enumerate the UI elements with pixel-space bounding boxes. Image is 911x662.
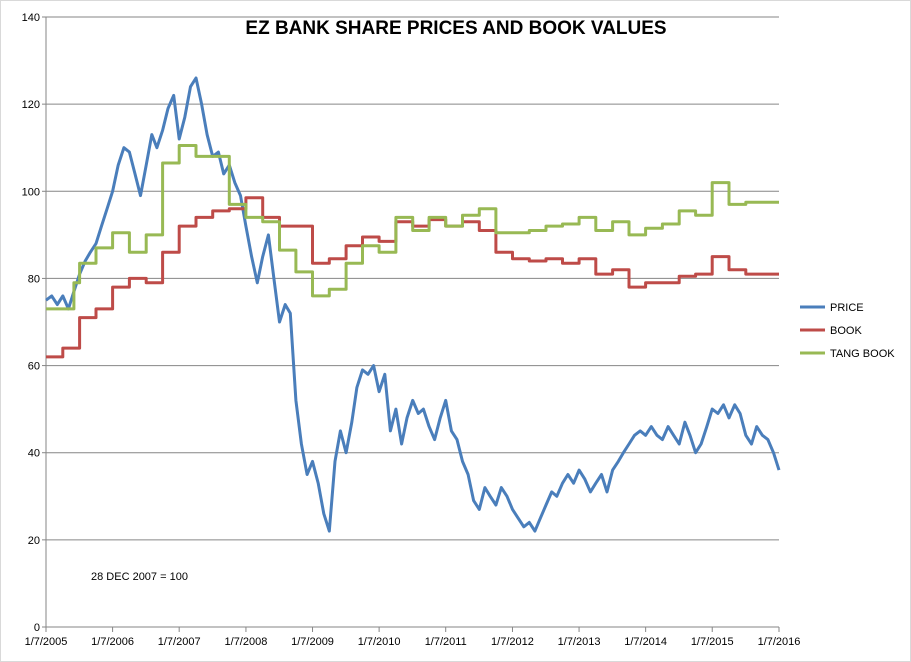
- legend-label-tang-book: TANG BOOK: [830, 348, 895, 360]
- x-tick-label: 1/7/2008: [225, 636, 268, 648]
- y-axis-ticks: 0 20 40 60 80 100 120 140: [22, 12, 46, 634]
- y-tick-label: 120: [22, 99, 40, 111]
- legend-label-price: PRICE: [830, 302, 864, 314]
- series-lines: [45, 76, 781, 533]
- legend-label-book: BOOK: [830, 325, 862, 337]
- x-tick-label: 1/7/2012: [491, 636, 534, 648]
- x-tick-label: 1/7/2011: [425, 636, 467, 648]
- y-tick-label: 140: [22, 12, 40, 24]
- x-tick-label: 1/7/2010: [358, 636, 401, 648]
- legend: PRICE BOOK TANG BOOK: [800, 302, 895, 360]
- y-tick-label: 100: [22, 186, 40, 198]
- gridlines: [46, 16, 779, 541]
- series-line-tang-book: [46, 144, 779, 311]
- y-tick-label: 20: [28, 535, 40, 547]
- x-tick-label: 1/7/2005: [25, 636, 68, 648]
- x-tick-label: 1/7/2013: [558, 636, 601, 648]
- series-line-price: [45, 76, 781, 533]
- x-tick-label: 1/7/2016: [758, 636, 801, 648]
- x-tick-label: 1/7/2014: [624, 636, 667, 648]
- x-tick-label: 1/7/2015: [691, 636, 734, 648]
- chart-annotation: 28 DEC 2007 = 100: [91, 571, 188, 583]
- y-tick-label: 0: [34, 622, 40, 634]
- x-tick-label: 1/7/2006: [91, 636, 134, 648]
- chart-title: EZ BANK SHARE PRICES AND BOOK VALUES: [245, 18, 666, 39]
- y-tick-label: 40: [28, 448, 40, 460]
- y-tick-label: 60: [28, 361, 40, 373]
- x-axis-ticks: 1/7/2005 1/7/2006 1/7/2007 1/7/2008 1/7/2009…: [25, 627, 801, 648]
- y-tick-label: 80: [28, 273, 40, 285]
- x-tick-label: 1/7/2009: [291, 636, 334, 648]
- x-tick-label: 1/7/2007: [158, 636, 201, 648]
- axes: [45, 17, 779, 628]
